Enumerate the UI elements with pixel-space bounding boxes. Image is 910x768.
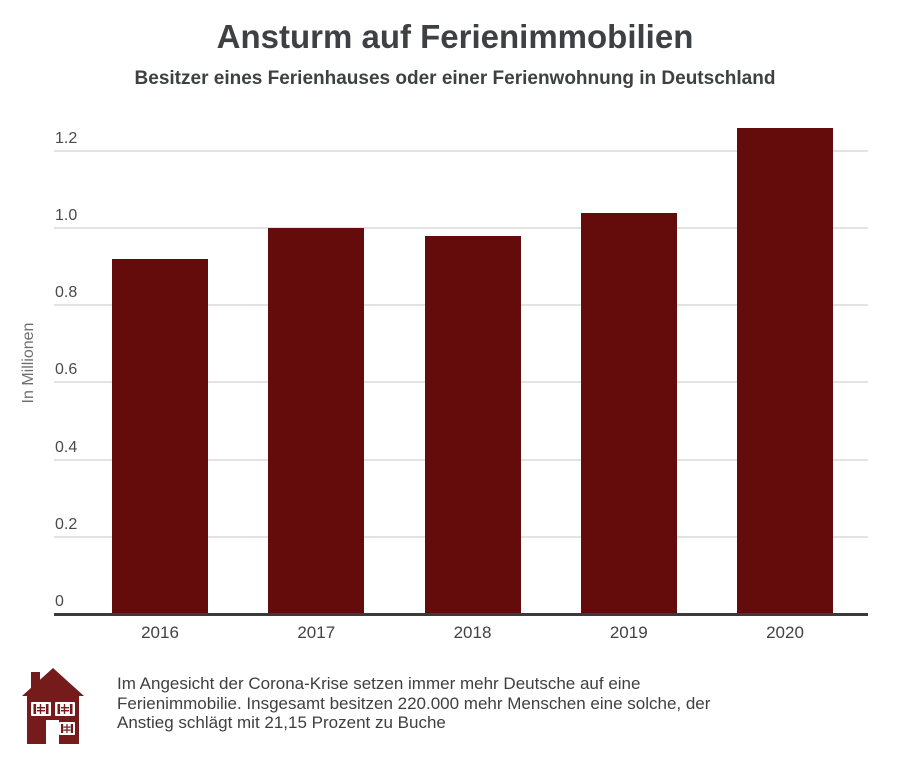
footer-caption: Im Angesicht der Corona-Krise setzen imm… [117,674,837,733]
house-icon-svg [22,668,84,744]
x-axis-line [54,613,868,616]
x-tick-label-2020: 2020 [766,623,804,642]
chart-subtitle: Besitzer eines Ferienhauses oder einer F… [134,68,776,89]
caption-line: Anstieg schlägt mit 21,15 Prozent zu Buc… [117,713,446,732]
y-tick-label: 0.6 [55,361,78,379]
y-tick-label: 0.2 [55,515,78,533]
y-tick-label: 0.8 [55,284,78,302]
y-tick-label: 1.2 [55,129,78,147]
bar-2020 [737,127,833,613]
house-icon [22,668,84,744]
bar-2018 [424,235,521,613]
x-tick-label-2018: 2018 [453,623,492,642]
bar-2019 [580,212,677,613]
gridline-1.2 [54,149,868,152]
y-tick-label: 0 [55,593,64,610]
y-tick-label: 0.4 [55,438,78,456]
gridline-1.0 [54,227,868,229]
x-tick-label-2016: 2016 [141,623,179,642]
y-tick-label: 1.0 [55,207,78,224]
chart-title: Ansturm auf Ferienimmobilien [216,18,694,55]
x-tick-label-2019: 2019 [609,623,648,642]
x-tick-label-2017: 2017 [297,623,336,642]
bar-2016 [112,258,208,613]
bar-2017 [268,228,365,613]
caption-line: Ferienimmobilie. Insgesamt besitzen 220.… [117,693,711,713]
caption-line: Im Angesicht der Corona-Krise setzen imm… [117,674,641,693]
